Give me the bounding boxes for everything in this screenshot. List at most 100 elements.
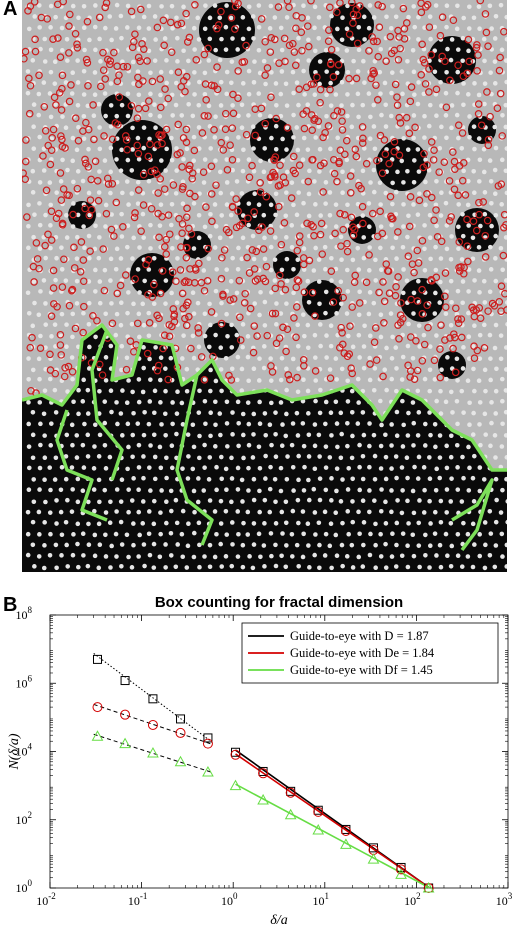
- particle: [47, 376, 53, 382]
- particle: [492, 345, 498, 351]
- particle: [378, 91, 383, 96]
- particle: [103, 554, 109, 559]
- particle: [31, 477, 37, 482]
- particle: [70, 552, 76, 558]
- particle: [438, 322, 443, 327]
- particle-ring: [355, 181, 363, 190]
- particle: [306, 543, 311, 548]
- particle-ring: [362, 278, 371, 287]
- particle: [438, 498, 444, 504]
- particle-ring: [271, 153, 280, 161]
- particle: [236, 420, 241, 426]
- particle: [393, 345, 399, 350]
- particle: [377, 290, 383, 296]
- particle: [317, 565, 322, 571]
- particle-ring: [346, 188, 355, 197]
- particle: [410, 400, 416, 405]
- particle: [305, 345, 311, 351]
- particle: [323, 47, 329, 53]
- particle-ring: [406, 193, 415, 201]
- particle: [279, 509, 285, 515]
- particle: [296, 190, 301, 195]
- particle-ring: [338, 126, 347, 134]
- particle: [104, 48, 109, 53]
- particle: [427, 102, 433, 108]
- particle-ring: [207, 190, 216, 198]
- particle-ring: [182, 253, 191, 262]
- particle: [74, 278, 80, 284]
- particle-ring: [35, 71, 43, 80]
- particle-ring: [135, 80, 143, 89]
- particle: [499, 531, 505, 537]
- particle: [284, 190, 289, 195]
- particle-ring: [179, 304, 187, 313]
- particle: [251, 36, 256, 41]
- particle-ring: [224, 228, 233, 237]
- particle: [366, 201, 372, 206]
- particle: [114, 509, 119, 514]
- particle: [295, 497, 301, 503]
- particle-ring: [324, 122, 333, 130]
- particle: [445, 46, 450, 52]
- particle: [367, 3, 373, 8]
- particle: [324, 355, 329, 360]
- particle: [459, 499, 465, 504]
- data-point-triangle: [147, 747, 159, 758]
- particle-ring: [338, 328, 346, 337]
- particle-ring: [290, 314, 298, 322]
- particle: [296, 366, 301, 372]
- particle: [262, 256, 268, 262]
- particle: [306, 58, 312, 63]
- particle: [487, 552, 493, 558]
- particle-ring: [47, 146, 56, 155]
- particle: [400, 444, 406, 449]
- particle: [345, 333, 351, 339]
- particle-ring: [243, 253, 251, 262]
- particle: [488, 244, 493, 250]
- particle: [261, 212, 267, 218]
- particle: [207, 233, 213, 239]
- particle: [229, 80, 234, 86]
- particle-ring: [330, 169, 339, 178]
- particle-ring: [156, 289, 165, 298]
- particle-ring: [367, 74, 375, 83]
- particle-ring: [147, 204, 156, 213]
- particle: [367, 552, 373, 558]
- particle: [482, 322, 487, 328]
- particle-ring: [134, 186, 143, 194]
- particle-ring: [82, 118, 90, 127]
- particle: [213, 224, 219, 229]
- particle-ring: [449, 344, 457, 353]
- particle: [360, 213, 366, 218]
- particle: [251, 256, 257, 262]
- particle: [206, 103, 212, 109]
- particle: [262, 521, 267, 526]
- particle-ring: [293, 276, 302, 284]
- particle: [345, 3, 350, 9]
- particle-ring: [455, 162, 464, 170]
- particle-ring: [245, 173, 254, 182]
- particle-ring: [427, 51, 435, 59]
- particle: [74, 256, 80, 261]
- particle: [459, 145, 465, 151]
- particle: [448, 499, 454, 504]
- particle: [335, 180, 340, 185]
- particle: [389, 488, 394, 493]
- particle-ring: [217, 7, 225, 16]
- particle-ring: [258, 223, 266, 231]
- particle-ring: [418, 40, 426, 49]
- particle: [471, 124, 477, 129]
- particle: [251, 146, 256, 151]
- particle: [313, 532, 318, 537]
- particle: [207, 36, 213, 42]
- particle: [240, 168, 246, 174]
- particle: [38, 421, 43, 427]
- particle: [26, 377, 31, 382]
- particle-ring: [420, 59, 429, 67]
- particle-ring: [309, 222, 317, 231]
- particle: [466, 488, 472, 493]
- particle: [323, 531, 329, 537]
- particle: [37, 532, 42, 537]
- particle-ring: [418, 285, 426, 294]
- particle: [91, 113, 97, 119]
